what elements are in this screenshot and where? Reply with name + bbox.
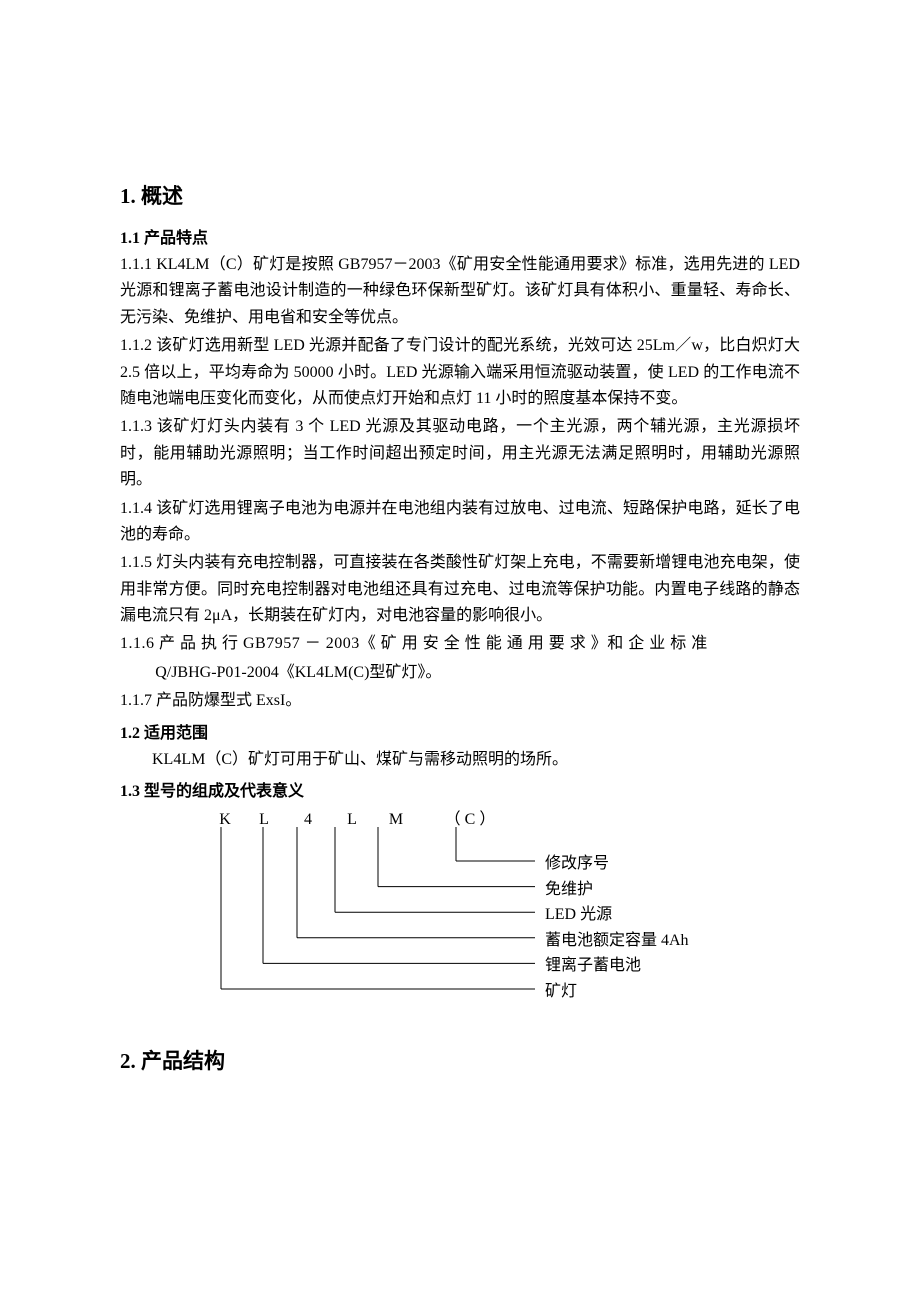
model-letters-row: K L 4 L M （ C ） <box>210 805 520 829</box>
model-label-3: 蓄电池额定容量 4Ah <box>545 928 689 954</box>
para-1-1-7: 1.1.7 产品防爆型式 ExsI。 <box>120 688 800 714</box>
heading-2-structure: 2. 产品结构 <box>120 1045 800 1075</box>
model-diagram: K L 4 L M （ C ） 修改序号 免维护 LED 光源 蓄电池额定容量 … <box>120 805 800 1035</box>
page-content: 1. 概述 1.1 产品特点 1.1.1 KL4LM（C）矿灯是按照 GB795… <box>0 0 920 1149</box>
model-label-2: LED 光源 <box>545 902 689 928</box>
heading-1-3-model: 1.3 型号的组成及代表意义 <box>120 777 800 801</box>
para-1-1-2: 1.1.2 该矿灯选用新型 LED 光源并配备了专门设计的配光系统，光效可达 2… <box>120 333 800 412</box>
model-label-1: 免维护 <box>545 877 689 903</box>
para-1-1-3: 1.1.3 该矿灯灯头内装有 3 个 LED 光源及其驱动电路，一个主光源，两个… <box>120 414 800 493</box>
model-label-0: 修改序号 <box>545 851 689 877</box>
heading-1-1-features: 1.1 产品特点 <box>120 224 800 248</box>
model-letter-c: （ C ） <box>420 805 520 829</box>
model-bracket-svg <box>210 827 550 1027</box>
heading-1-2-scope: 1.2 适用范围 <box>120 719 800 743</box>
para-1-1-5: 1.1.5 灯头内装有充电控制器，可直接装在各类酸性矿灯架上充电，不需要新增锂电… <box>120 550 800 629</box>
para-1-2-1: KL4LM（C）矿灯可用于矿山、煤矿与需移动照明的场所。 <box>120 747 800 773</box>
model-label-4: 锂离子蓄电池 <box>545 953 689 979</box>
para-1-1-4: 1.1.4 该矿灯选用锂离子电池为电源并在电池组内装有过放电、过电流、短路保护电… <box>120 496 800 549</box>
para-1-1-6b: Q/JBHG-P01-2004《KL4LM(C)型矿灯》。 <box>120 660 800 686</box>
para-1-1-6a: 1.1.6 产 品 执 行 GB7957 － 2003《 矿 用 安 全 性 能… <box>120 631 800 657</box>
heading-1-overview: 1. 概述 <box>120 180 800 210</box>
para-1-1-1: 1.1.1 KL4LM（C）矿灯是按照 GB7957－2003《矿用安全性能通用… <box>120 252 800 331</box>
model-label-5: 矿灯 <box>545 979 689 1005</box>
model-labels-column: 修改序号 免维护 LED 光源 蓄电池额定容量 4Ah 锂离子蓄电池 矿灯 <box>545 851 689 1005</box>
